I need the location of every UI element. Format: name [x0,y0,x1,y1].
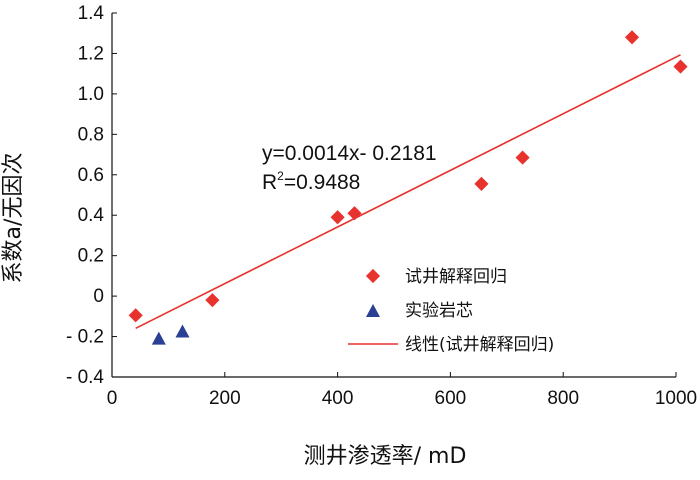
y-tick-label: 1.0 [78,84,104,105]
legend-triangle-marker [366,304,380,317]
y-tick-label: 0.6 [78,165,104,186]
r-squared-superscript: 2 [277,169,284,183]
diamond-point [128,308,143,323]
trendline [135,54,681,330]
legend-label-series-1: 试井解释回归 [405,267,507,287]
triangle-point [175,324,190,338]
legend-diamond-marker [365,268,381,284]
diamond-point [624,30,640,45]
trendline-layer [135,54,681,330]
trendline-equation: y=0.0014x- 0.2181 [262,142,437,165]
y-tick-label: - 0.2 [66,327,104,348]
y-tick-label: 1.4 [78,3,105,24]
x-tick-label: 200 [209,388,241,409]
y-tick-label: 1.2 [78,43,104,64]
diamond-point [347,206,362,221]
x-tick-label: 800 [547,388,579,409]
x-axis-title: 测井渗透率/ mD [304,444,467,469]
x-tick-label: 0 [107,388,118,409]
y-axis-title: 系数a/无因次 [1,153,26,284]
r-squared-label: R2=0.9488 [262,169,360,194]
diamond-point [673,59,688,74]
y-tick-label: - 0.4 [66,367,104,388]
legend: 试井解释回归 实验岩芯 线性(试井解释回归) [348,267,554,355]
axes [111,13,676,378]
triangle-point [151,331,166,345]
diamond-point [330,210,345,225]
x-tick-label: 400 [322,388,354,409]
y-tick-label: 0.8 [78,124,104,145]
y-tick-label: 0.2 [78,246,104,267]
y-tick-label: 0.4 [78,205,105,226]
legend-label-trendline: 线性(试井解释回归) [405,335,554,355]
ticks: 1.41.21.00.80.60.40.20- 0.2- 0.40 200 400 6… [66,3,697,409]
r-squared-value: =0.9488 [284,171,361,194]
r-squared-prefix: R [262,171,277,194]
diamond-point [205,293,220,308]
legend-label-series-2: 实验岩芯 [405,301,473,321]
x-tick-label: 1000 [655,388,697,409]
diamond-point [474,176,489,191]
points-layer [128,30,688,345]
diamond-point [515,150,530,165]
x-tick-label: 600 [435,388,467,409]
y-tick-label: 0 [93,286,104,307]
